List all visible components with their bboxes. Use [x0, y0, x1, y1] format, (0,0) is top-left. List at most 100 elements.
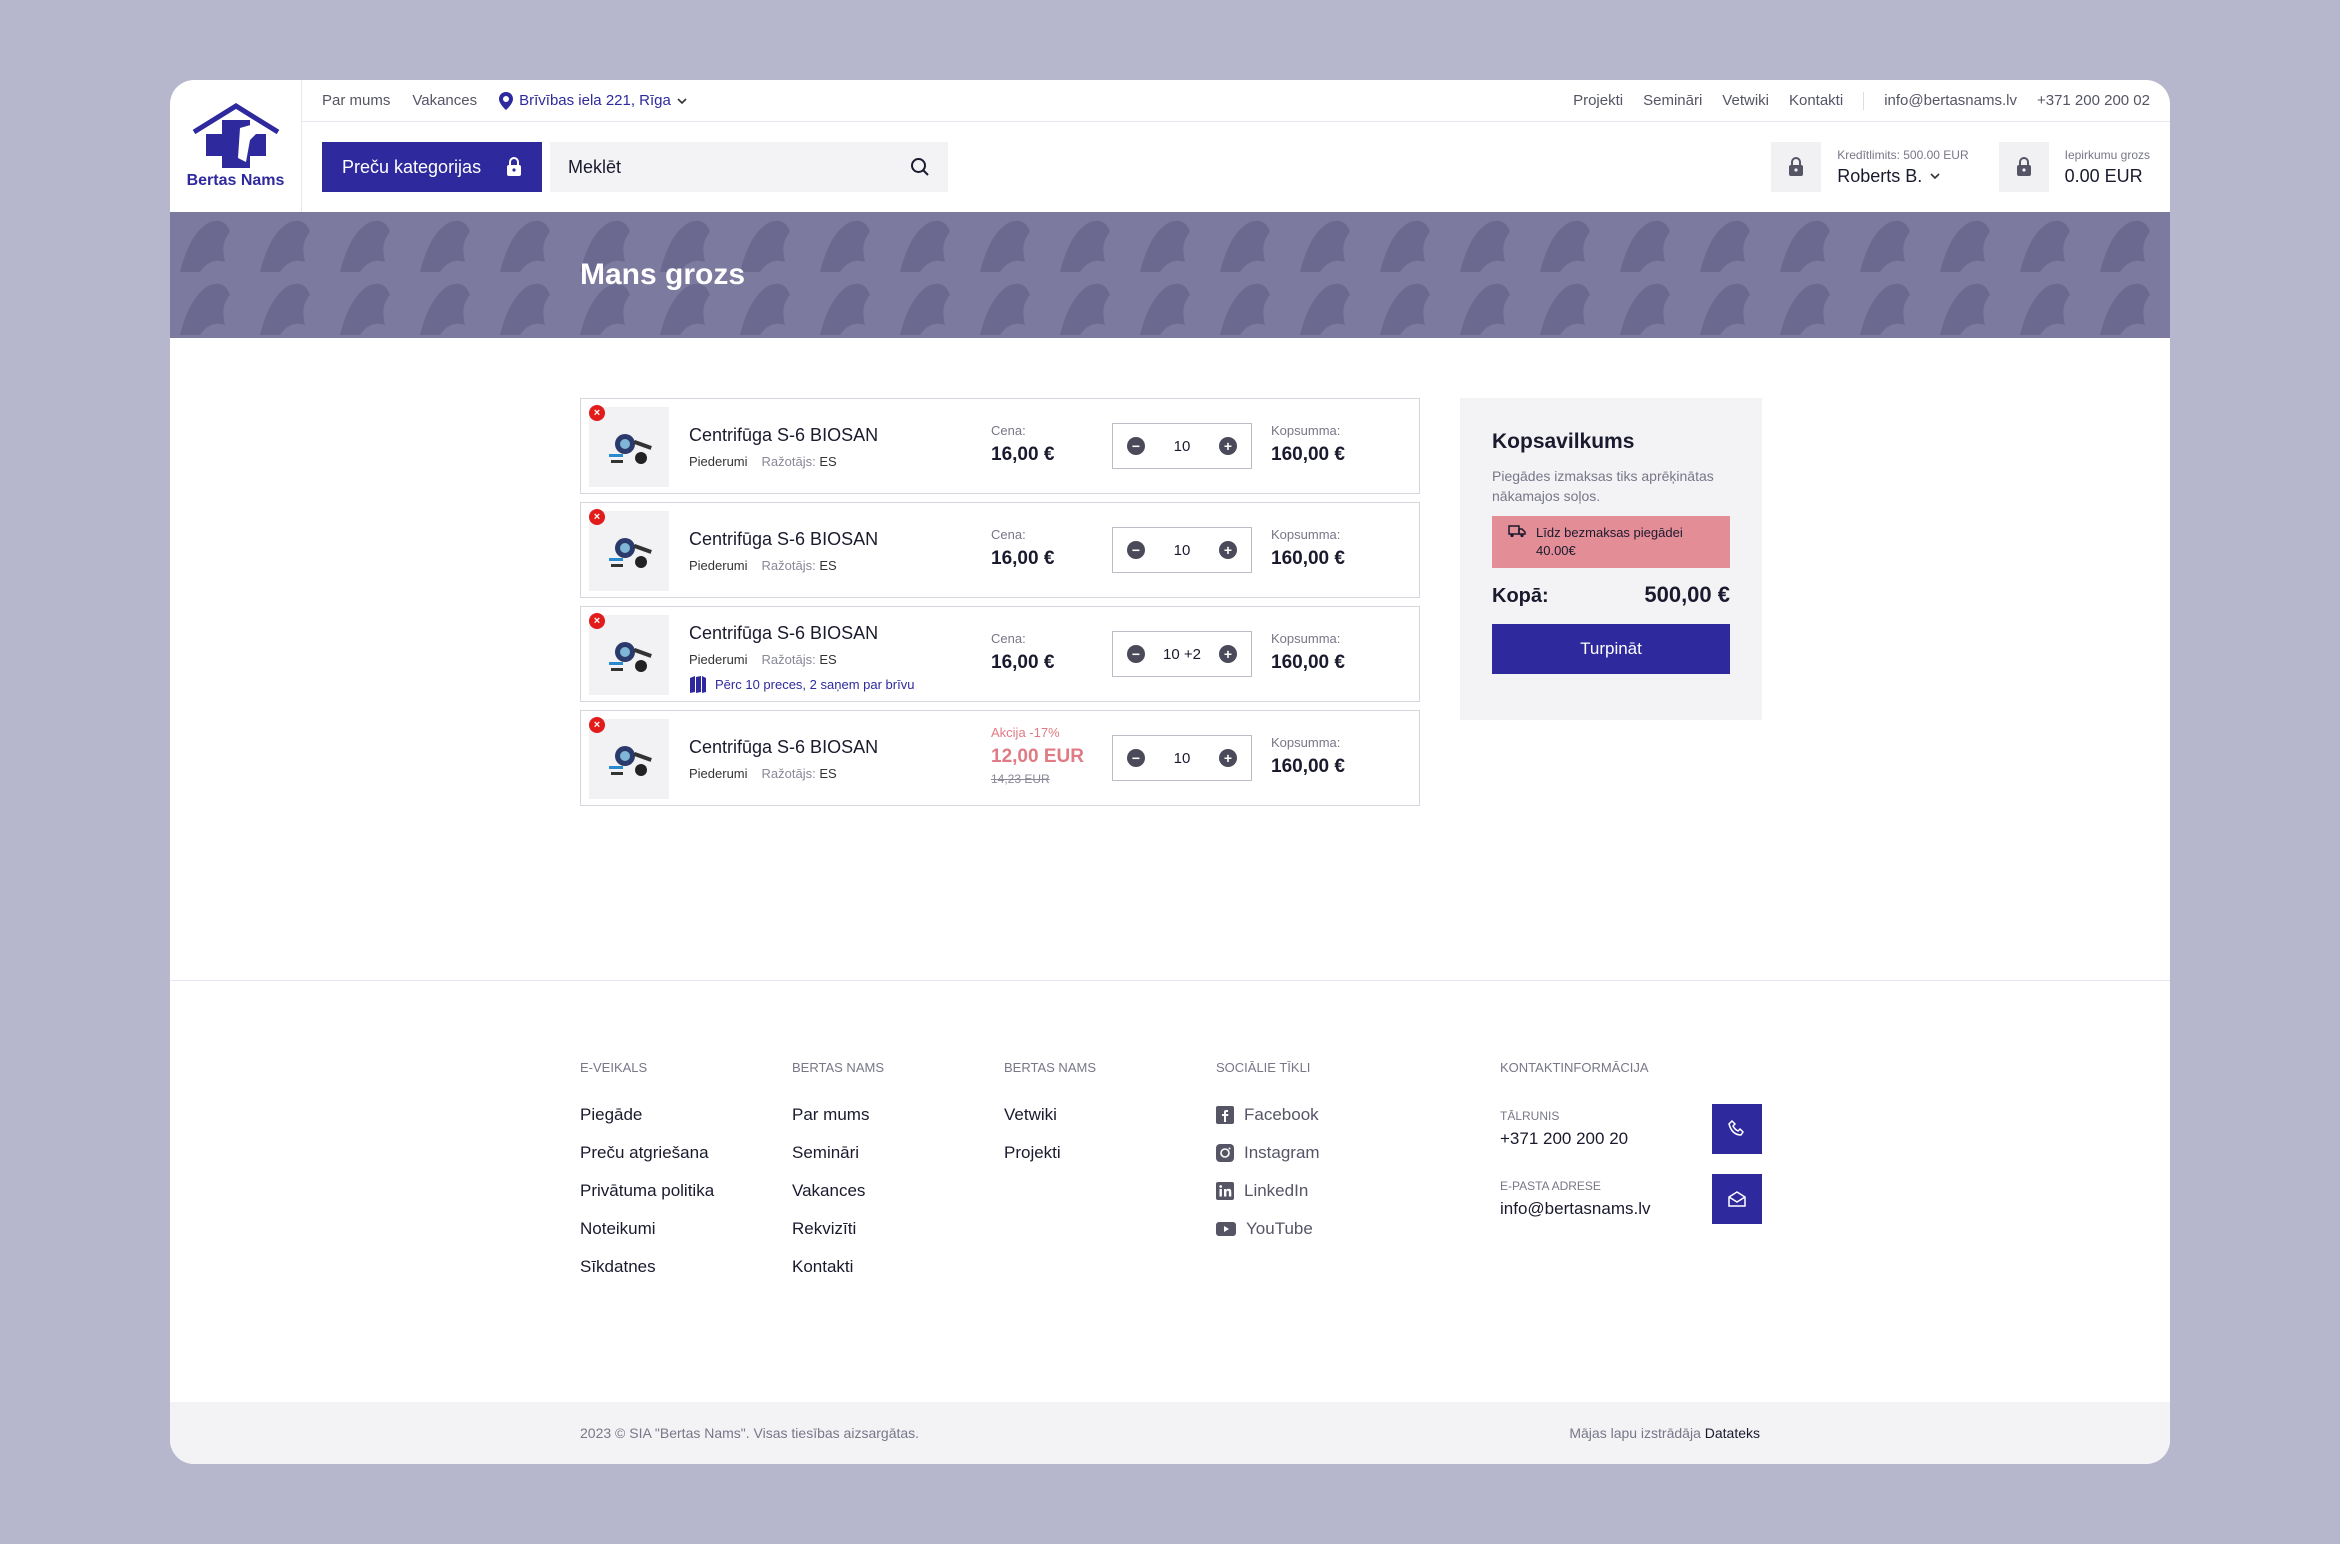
summary-title: Kopsavilkums	[1492, 430, 1635, 453]
decrease-quantity-button[interactable]: −	[1127, 749, 1145, 767]
location-label: Brīvības iela 221, Rīga	[519, 92, 671, 109]
product-category: Piederumi	[689, 766, 748, 781]
footer-link[interactable]: Privātuma politika	[580, 1181, 715, 1200]
product-image[interactable]	[589, 615, 669, 695]
footer-divider	[170, 980, 2170, 981]
location-selector[interactable]: Brīvības iela 221, Rīga	[499, 91, 687, 110]
top-link-seminari[interactable]: Semināri	[1643, 92, 1703, 109]
product-name[interactable]: Centrifūga S-6 BIOSAN	[689, 425, 879, 445]
account-area: Kredītlimits: 500.00 EUR Roberts B. Iepi…	[1771, 142, 2170, 192]
increase-quantity-button[interactable]: +	[1219, 645, 1237, 663]
footer-link[interactable]: Noteikumi	[580, 1219, 656, 1238]
quantity-value[interactable]: 10	[1173, 749, 1191, 767]
price-label: Cena:	[991, 423, 1026, 438]
centrifuge-icon	[609, 434, 652, 464]
decrease-quantity-button[interactable]: −	[1127, 645, 1145, 663]
email-value[interactable]: info@bertasnams.lv	[1500, 1199, 1651, 1218]
cart-summary-button[interactable]: Iepirkumu grozs 0.00 EUR	[1998, 142, 2150, 192]
increase-quantity-button[interactable]: +	[1219, 437, 1237, 455]
free-shipping-text: Līdz bezmaksas piegādei	[1536, 525, 1683, 540]
footer-link[interactable]: Projekti	[1004, 1143, 1061, 1162]
chevron-down-icon	[677, 97, 687, 104]
maker-value: ES	[819, 652, 837, 667]
product-name[interactable]: Centrifūga S-6 BIOSAN	[689, 623, 879, 643]
old-price: 14,23 EUR	[991, 772, 1050, 786]
line-total: 160,00 €	[1271, 548, 1345, 569]
product-name[interactable]: Centrifūga S-6 BIOSAN	[689, 529, 879, 549]
developer-prefix: Mājas lapu izstrādāja	[1569, 1425, 1701, 1441]
remove-item-button[interactable]: ×	[589, 613, 605, 629]
grand-total-label: Kopā:	[1492, 585, 1549, 607]
page-title: Mans grozs	[580, 258, 746, 291]
search-input[interactable]	[568, 156, 910, 178]
quantity-value[interactable]: 10	[1173, 437, 1191, 455]
footer-link[interactable]: Par mums	[792, 1105, 870, 1124]
footer-link[interactable]: Rekvizīti	[792, 1219, 857, 1238]
decrease-quantity-button[interactable]: −	[1127, 437, 1145, 455]
logo[interactable]: Bertas Nams	[170, 80, 302, 212]
top-link-vetwiki[interactable]: Vetwiki	[1722, 92, 1769, 109]
footer-col-contacts: Kontaktinformācija	[1500, 1060, 1649, 1075]
contact-block: Tālrunis +371 200 200 20 E-pasta adrese …	[1500, 1104, 1762, 1244]
free-shipping-notice: Līdz bezmaksas piegādei 40.00€	[1492, 516, 1730, 568]
total-label: Kopsumma:	[1271, 735, 1341, 750]
social-link-youtube[interactable]: YouTube	[1216, 1219, 1320, 1239]
footer-link[interactable]: Preču atgriešana	[580, 1143, 709, 1162]
line-total: 160,00 €	[1271, 652, 1345, 673]
quantity-stepper: − 10 +	[1112, 735, 1252, 781]
footer-link[interactable]: Sīkdatnes	[580, 1257, 656, 1276]
categories-button[interactable]: Preču kategorijas	[322, 142, 542, 192]
quantity-stepper: − 10 +	[1112, 423, 1252, 469]
footer-link[interactable]: Vetwiki	[1004, 1105, 1057, 1124]
increase-quantity-button[interactable]: +	[1219, 749, 1237, 767]
footer-link[interactable]: Vakances	[792, 1181, 866, 1200]
email-button[interactable]	[1712, 1174, 1762, 1224]
top-link-vakances[interactable]: Vakances	[412, 92, 478, 109]
social-label: Facebook	[1244, 1105, 1319, 1124]
price-label: Cena:	[991, 527, 1026, 542]
footer-col-company-2: Bertas Nams Vetwiki Projekti	[1004, 1060, 1096, 1181]
social-link-linkedin[interactable]: LinkedIn	[1216, 1181, 1320, 1201]
footer-link[interactable]: Kontakti	[792, 1257, 854, 1276]
top-link-projekti[interactable]: Projekti	[1573, 92, 1624, 109]
developer-link[interactable]: Datateks	[1704, 1425, 1760, 1441]
decrease-quantity-button[interactable]: −	[1127, 541, 1145, 559]
remove-item-button[interactable]: ×	[589, 509, 605, 525]
search-box	[550, 142, 948, 192]
top-email-link[interactable]: info@bertasnams.lv	[1884, 92, 2017, 109]
maker-value: ES	[819, 766, 837, 781]
remove-item-button[interactable]: ×	[589, 717, 605, 733]
credit-value: 500.00 EUR	[1903, 147, 1969, 162]
search-icon[interactable]	[910, 157, 930, 177]
social-link-facebook[interactable]: Facebook	[1216, 1105, 1320, 1125]
cart-lock-box	[1998, 142, 2049, 192]
quantity-value[interactable]: 10	[1173, 541, 1191, 559]
line-total: 160,00 €	[1271, 756, 1345, 777]
footer-bottom-bar: 2023 © SIA "Bertas Nams". Visas tiesības…	[170, 1402, 2170, 1464]
promo-text: Pērc 10 preces, 2 saņem par brīvu	[715, 676, 915, 692]
cart-list: × Centrifūga S-6 BIOSAN Piederumi Ražotāj…	[580, 398, 1420, 814]
product-image[interactable]	[589, 511, 669, 591]
social-link-instagram[interactable]: Instagram	[1216, 1143, 1320, 1163]
top-phone-link[interactable]: +371 200 200 02	[2036, 92, 2150, 109]
footer-heading: E-veikals	[580, 1060, 648, 1075]
remove-item-button[interactable]: ×	[589, 405, 605, 421]
sale-price: 12,00 EUR	[991, 746, 1084, 767]
footer-link[interactable]: Semināri	[792, 1143, 860, 1162]
top-link-kontakti[interactable]: Kontakti	[1788, 92, 1844, 109]
quantity-value[interactable]: 10 +2	[1163, 645, 1201, 663]
continue-button[interactable]: Turpināt	[1492, 624, 1730, 674]
increase-quantity-button[interactable]: +	[1219, 541, 1237, 559]
top-link-par-mums[interactable]: Par mums	[322, 92, 391, 109]
phone-value[interactable]: +371 200 200 20	[1500, 1129, 1629, 1148]
page-banner: Mans grozs	[170, 212, 2170, 338]
social-label: LinkedIn	[1244, 1181, 1309, 1200]
call-button[interactable]	[1712, 1104, 1762, 1154]
account-lock-box	[1771, 142, 1822, 192]
footer-link[interactable]: Piegāde	[580, 1105, 643, 1124]
product-name[interactable]: Centrifūga S-6 BIOSAN	[689, 737, 879, 757]
product-image[interactable]	[589, 407, 669, 487]
product-image[interactable]	[589, 719, 669, 799]
account-menu[interactable]: Kredītlimits: 500.00 EUR Roberts B.	[1771, 142, 1969, 192]
maker-label: Ražotājs:	[761, 454, 816, 469]
